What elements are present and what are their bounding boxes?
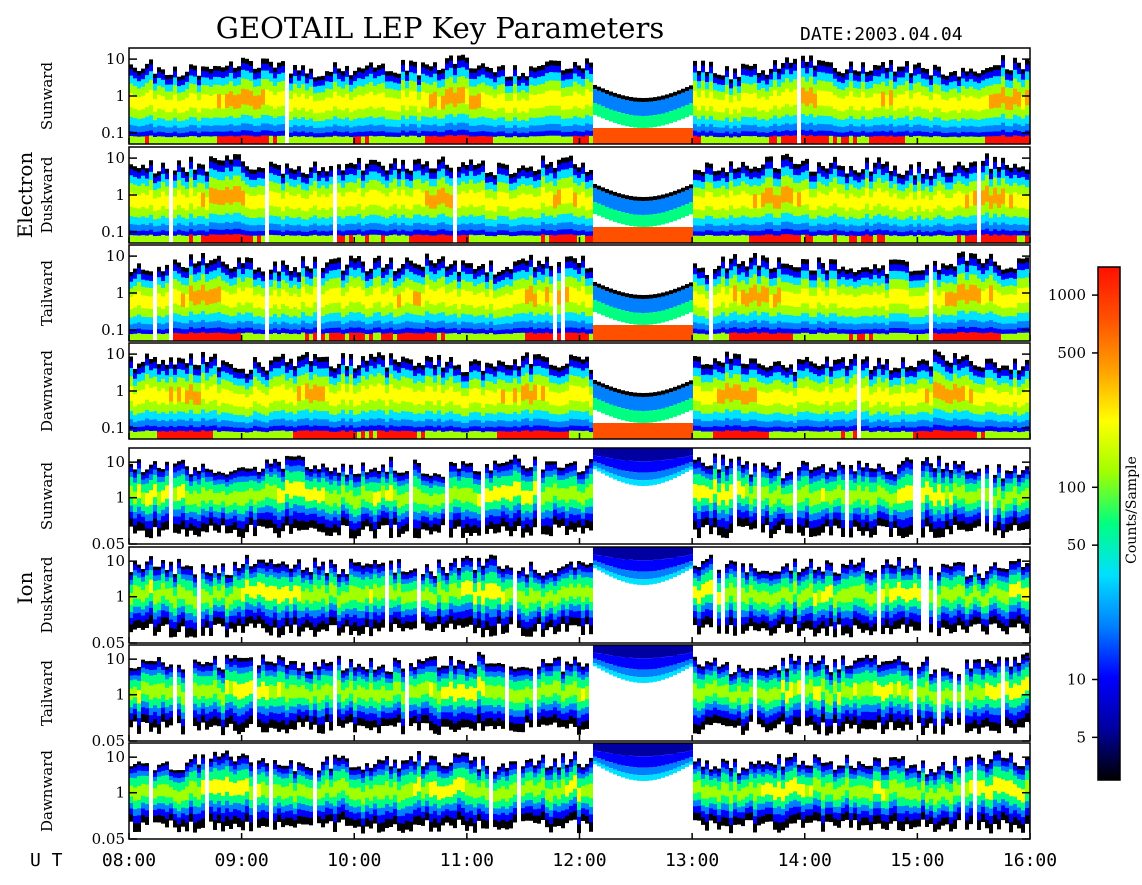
colorbar-scale — [1098, 267, 1120, 780]
y-tick-label: 0.1 — [101, 124, 125, 142]
y-tick-label: 1 — [115, 382, 125, 400]
panel-electron-duskward: 10 1 0.1 Duskward — [38, 147, 1033, 244]
spectrogram-cells — [129, 448, 1033, 538]
ion-group-label: Ion — [13, 571, 37, 604]
y-tick-label: 10 — [106, 345, 125, 363]
y-tick-label: 10 — [106, 552, 125, 570]
panel-ion-dawnward: 10 1 0.05 Dawnward — [38, 743, 1033, 848]
colorbar-tick-label: 50 — [1067, 536, 1086, 554]
x-tick-label: 10:00 — [327, 850, 381, 871]
y-tick-label: 1 — [115, 186, 125, 204]
y-tick-label: 10 — [106, 247, 125, 265]
x-tick-label: 12:00 — [552, 850, 606, 871]
x-tick-label: 13:00 — [665, 850, 719, 871]
spectrogram-cells — [129, 55, 1033, 145]
colorbar-tick-label: 1000 — [1048, 286, 1086, 304]
direction-label: Sunward — [38, 62, 56, 131]
direction-label: Sunward — [38, 462, 56, 531]
spectrogram-cells — [129, 743, 1033, 833]
x-tick-label: 14:00 — [778, 850, 832, 871]
date-value: 2003.04.04 — [854, 24, 962, 45]
x-axis-label: U T — [30, 850, 63, 871]
spectrogram-cells — [129, 645, 1033, 736]
spectrogram-cells — [129, 153, 1033, 243]
y-tick-label: 0.05 — [92, 830, 125, 848]
colorbar-tick-label: 10 — [1067, 670, 1086, 688]
panel-ion-sunward: 10 1 0.05 Sunward — [38, 448, 1033, 553]
colorbar-tick-label: 500 — [1057, 344, 1086, 362]
y-tick-label: 0.05 — [92, 535, 125, 553]
y-tick-label: 1 — [115, 784, 125, 802]
y-tick-label: 0.1 — [101, 321, 125, 339]
x-tick-label: 09:00 — [215, 850, 269, 871]
y-tick-label: 10 — [106, 748, 125, 766]
y-tick-label: 1 — [115, 489, 125, 507]
electron-group-label: Electron — [13, 152, 37, 239]
spectrogram-cells — [129, 252, 1033, 342]
y-tick-label: 10 — [106, 50, 125, 68]
y-tick-label: 0.1 — [101, 419, 125, 437]
chart-title: GEOTAIL LEP Key Parameters — [216, 11, 664, 45]
direction-label: Tailward — [38, 260, 56, 326]
y-tick-label: 1 — [115, 87, 125, 105]
date-prefix: DATE: — [800, 24, 854, 45]
date-label: DATE:2003.04.04 — [800, 24, 963, 45]
y-tick-label: 10 — [106, 453, 125, 471]
colorbar-tick-label: 5 — [1076, 728, 1086, 746]
y-tick-label: 10 — [106, 149, 125, 167]
spectrogram-cells — [129, 547, 1033, 637]
y-tick-label: 1 — [115, 588, 125, 606]
x-tick-label: 15:00 — [890, 850, 944, 871]
panel-stack: 10 1 0.1 Sunward 10 1 0.1 Duskward 10 1 0.1 Tailwar… — [38, 48, 1033, 848]
spectrogram-cells — [129, 349, 1033, 439]
x-tick-label: 11:00 — [440, 850, 494, 871]
y-tick-label: 1 — [115, 686, 125, 704]
direction-label: Duskward — [38, 556, 56, 633]
colorbar-tick-label: 100 — [1057, 478, 1086, 496]
direction-label: Dawnward — [38, 750, 56, 832]
y-tick-label: 1 — [115, 284, 125, 302]
panel-electron-tailward: 10 1 0.1 Tailward — [38, 245, 1033, 342]
y-tick-label: 10 — [106, 650, 125, 668]
panel-electron-dawnward: 10 1 0.1 Dawnward — [38, 343, 1033, 440]
y-tick-label: 0.1 — [101, 223, 125, 241]
colorbar: 1000 500 100 50 10 5 Counts/Sample — [1048, 267, 1140, 780]
x-tick-label: 16:00 — [1003, 850, 1057, 871]
direction-label: Tailward — [38, 660, 56, 726]
direction-label: Dawnward — [38, 350, 56, 432]
colorbar-label: Counts/Sample — [1124, 456, 1140, 564]
x-tick-label: 08:00 — [102, 850, 156, 871]
panel-electron-sunward: 10 1 0.1 Sunward — [38, 48, 1033, 145]
direction-label: Duskward — [38, 156, 56, 233]
